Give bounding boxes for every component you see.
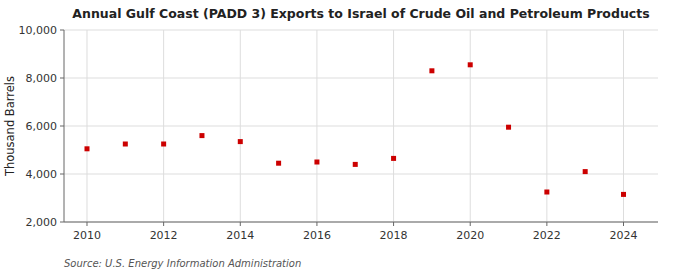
y-tick-label: 10,000 [19, 24, 58, 37]
source: Source: U.S. Energy Information Administ… [64, 258, 301, 269]
x-tick [623, 222, 624, 226]
grid-line-y [64, 78, 658, 79]
y-axis-label: Thousand Barrels [3, 76, 17, 177]
title: Annual Gulf Coast (PADD 3) Exports to Is… [72, 6, 649, 21]
chart-container: 2,000 4,000 6,000 8,000 10,000 2010 2012 2014 20… [0, 0, 675, 275]
point [468, 62, 473, 67]
x-tick-label: 2018 [380, 229, 408, 242]
point [544, 190, 549, 195]
x-tick-label: 2016 [303, 229, 331, 242]
grid-line-x [240, 30, 241, 222]
grid-line-x [393, 30, 394, 222]
x-tick [86, 222, 87, 226]
x-tick [163, 222, 164, 226]
y-tick [60, 222, 64, 223]
y-tick [60, 78, 64, 79]
grid-line-x [470, 30, 471, 222]
point [276, 161, 281, 166]
x-tick [316, 222, 317, 226]
point [429, 68, 434, 73]
y-tick [60, 126, 64, 127]
grid-line-y [64, 174, 658, 175]
chart: 2,000 4,000 6,000 8,000 10,000 2010 2012 2014 20… [0, 0, 675, 275]
grid-line-y [64, 126, 658, 127]
x-tick-label: 2022 [533, 229, 561, 242]
x-tick [546, 222, 547, 226]
x-tick-label: 2012 [150, 229, 178, 242]
x-tick-label: 2024 [610, 229, 638, 242]
point [199, 133, 204, 138]
grid-line-y [64, 30, 658, 31]
data-points [84, 62, 626, 197]
point [238, 139, 243, 144]
grid [64, 30, 658, 222]
x-tick [393, 222, 394, 226]
grid-line-x [163, 30, 164, 222]
y-tick-label: 6,000 [26, 120, 58, 133]
point [161, 142, 166, 147]
x-tick-label: 2014 [226, 229, 254, 242]
y-tick-label: 2,000 [26, 216, 58, 229]
x-axis-line [64, 222, 658, 223]
point [84, 146, 89, 151]
y-tick [60, 174, 64, 175]
grid-line-y [64, 222, 658, 223]
grid-line-x [86, 30, 87, 222]
point [391, 156, 396, 161]
point [583, 169, 588, 174]
y-tick [60, 30, 64, 31]
point [621, 192, 626, 197]
x-tick [240, 222, 241, 226]
y-tick-label: 8,000 [26, 72, 58, 85]
point [506, 125, 511, 130]
point [353, 162, 358, 167]
background [0, 0, 675, 275]
y-tick-label: 4,000 [26, 168, 58, 181]
grid-line-x [316, 30, 317, 222]
x-tick [470, 222, 471, 226]
x-tick-label: 2020 [456, 229, 484, 242]
point [123, 142, 128, 147]
point [314, 160, 319, 165]
x-tick-label: 2010 [73, 229, 101, 242]
